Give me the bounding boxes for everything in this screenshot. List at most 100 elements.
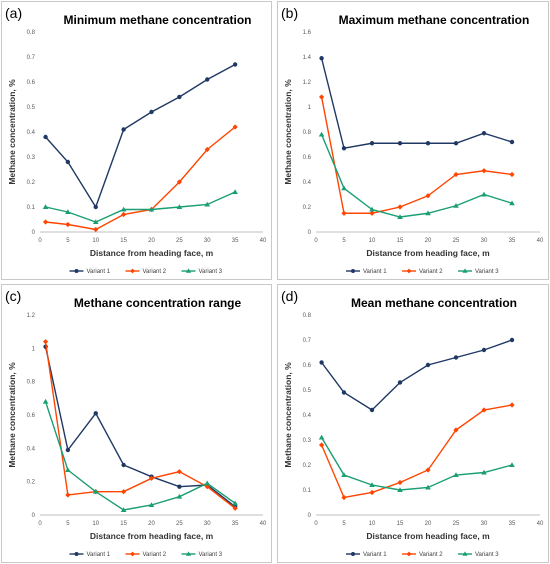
y-axis-title: Methane concentration, % bbox=[283, 79, 293, 185]
data-point-variant-3 bbox=[341, 185, 347, 191]
chart-svg: Mean methane concentration 0 0.1 0.2 0.3 0.4 0… bbox=[283, 296, 544, 558]
data-point-variant-3 bbox=[148, 502, 155, 507]
data-point-variant-2 bbox=[93, 226, 99, 233]
y-tick-label: 0.6 bbox=[27, 413, 36, 419]
chart-panel-a: Minimum methane concentration 0 0.1 0.2 0.3 0… bbox=[1, 1, 272, 280]
y-tick-label: 0.8 bbox=[303, 313, 312, 319]
data-point-variant-1 bbox=[341, 390, 347, 395]
x-tick-label: 20 bbox=[148, 238, 155, 244]
x-tick-label: 40 bbox=[260, 238, 267, 244]
data-point-variant-3 bbox=[509, 462, 515, 467]
legend-marker bbox=[130, 268, 135, 274]
data-point-variant-1 bbox=[481, 131, 487, 136]
data-point-variant-3 bbox=[453, 472, 459, 477]
data-point-variant-2 bbox=[509, 171, 515, 178]
data-point-variant-3 bbox=[204, 480, 211, 486]
data-point-variant-2 bbox=[509, 402, 515, 408]
chart-svg: Methane concentration range 0 0.2 0.4 0.6 0.8… bbox=[7, 296, 267, 558]
data-point-variant-2 bbox=[481, 407, 487, 413]
x-tick-label: 20 bbox=[425, 521, 432, 527]
data-point-variant-1 bbox=[453, 355, 459, 360]
data-point-variant-1 bbox=[149, 109, 154, 115]
y-tick-label: 0 bbox=[308, 230, 312, 236]
legend-label-variant-2: Variant 2 bbox=[419, 552, 443, 558]
y-tick-label: 0.6 bbox=[303, 155, 312, 161]
panel-label: (b) bbox=[281, 5, 299, 21]
data-point-variant-1 bbox=[397, 380, 403, 385]
x-tick-label: 0 bbox=[38, 521, 42, 527]
data-point-variant-3 bbox=[481, 191, 487, 197]
data-point-variant-3 bbox=[397, 487, 403, 492]
data-point-variant-3 bbox=[318, 131, 325, 137]
y-tick-label: 0.2 bbox=[303, 463, 312, 469]
data-point-variant-2 bbox=[481, 168, 487, 174]
y-tick-label: 0.4 bbox=[303, 180, 312, 186]
series-line-variant-1 bbox=[320, 58, 513, 150]
data-point-variant-2 bbox=[65, 492, 71, 498]
data-point-variant-3 bbox=[369, 482, 375, 487]
data-point-variant-1 bbox=[369, 141, 375, 146]
y-tick-label: 1.2 bbox=[303, 80, 312, 86]
data-point-variant-2 bbox=[397, 204, 403, 210]
y-tick-label: 1 bbox=[32, 346, 36, 352]
series-line-variant-2 bbox=[320, 96, 513, 214]
chart-panel-b: Maximum methane concentration 0 0.2 0.4 0.6 0… bbox=[277, 1, 549, 280]
data-point-variant-3 bbox=[232, 500, 238, 506]
panel-label: (a) bbox=[5, 5, 23, 21]
y-tick-label: 0.4 bbox=[27, 130, 36, 136]
x-tick-label: 10 bbox=[369, 521, 376, 527]
data-point-variant-1 bbox=[509, 139, 515, 145]
x-tick-label: 25 bbox=[176, 521, 183, 527]
y-tick-label: 0.8 bbox=[27, 380, 36, 386]
data-point-variant-2 bbox=[65, 221, 71, 228]
data-point-variant-1 bbox=[205, 77, 210, 82]
legend-label-variant-3: Variant 3 bbox=[199, 552, 223, 558]
data-point-variant-2 bbox=[232, 124, 238, 130]
series-line-variant-3 bbox=[44, 401, 236, 511]
data-point-variant-3 bbox=[120, 507, 127, 512]
data-point-variant-1 bbox=[121, 462, 126, 468]
data-point-variant-1 bbox=[93, 204, 98, 210]
data-point-variant-2 bbox=[42, 339, 49, 345]
data-point-variant-2 bbox=[319, 94, 325, 100]
x-tick-label: 35 bbox=[232, 521, 239, 527]
y-axis-title: Methane concentration, % bbox=[7, 362, 17, 468]
legend-marker bbox=[462, 551, 468, 556]
data-point-variant-2 bbox=[319, 442, 325, 448]
x-tick-label: 30 bbox=[204, 521, 211, 527]
x-tick-label: 35 bbox=[509, 521, 516, 527]
chart-panel-c: Methane concentration range 0 0.2 0.4 0.6 0.8… bbox=[1, 284, 272, 563]
series-line-variant-3 bbox=[320, 134, 513, 218]
y-axis-title: Methane concentration, % bbox=[283, 362, 293, 468]
data-point-variant-3 bbox=[92, 219, 99, 224]
legend-marker bbox=[74, 552, 79, 556]
data-point-variant-1 bbox=[93, 411, 98, 416]
y-tick-label: 1.2 bbox=[27, 313, 36, 319]
legend-label-variant-1: Variant 1 bbox=[87, 552, 111, 558]
x-tick-label: 0 bbox=[38, 238, 42, 244]
x-tick-label: 10 bbox=[92, 238, 99, 244]
chart-title: Mean methane concentration bbox=[351, 296, 517, 310]
x-tick-label: 35 bbox=[232, 238, 239, 244]
data-point-variant-2 bbox=[341, 210, 347, 216]
x-tick-label: 30 bbox=[481, 521, 488, 527]
y-tick-label: 0.2 bbox=[27, 180, 36, 186]
x-tick-label: 5 bbox=[66, 521, 70, 527]
data-point-variant-3 bbox=[341, 472, 347, 477]
data-point-variant-2 bbox=[453, 171, 459, 178]
data-point-variant-3 bbox=[232, 189, 238, 194]
data-point-variant-3 bbox=[120, 206, 127, 212]
legend-marker bbox=[185, 268, 192, 273]
legend-marker bbox=[462, 268, 468, 273]
x-tick-label: 40 bbox=[260, 521, 267, 527]
chart-title: Minimum methane concentration bbox=[63, 13, 251, 27]
chart-svg: Maximum methane concentration 0 0.2 0.4 0.6 0… bbox=[283, 13, 544, 275]
data-point-variant-2 bbox=[369, 489, 375, 496]
y-tick-label: 0.7 bbox=[27, 55, 36, 61]
y-tick-label: 0 bbox=[308, 513, 312, 519]
x-tick-label: 0 bbox=[314, 238, 318, 244]
data-point-variant-1 bbox=[43, 134, 48, 140]
data-point-variant-1 bbox=[341, 146, 347, 151]
data-point-variant-1 bbox=[425, 141, 431, 146]
series-line-variant-3 bbox=[320, 437, 513, 491]
